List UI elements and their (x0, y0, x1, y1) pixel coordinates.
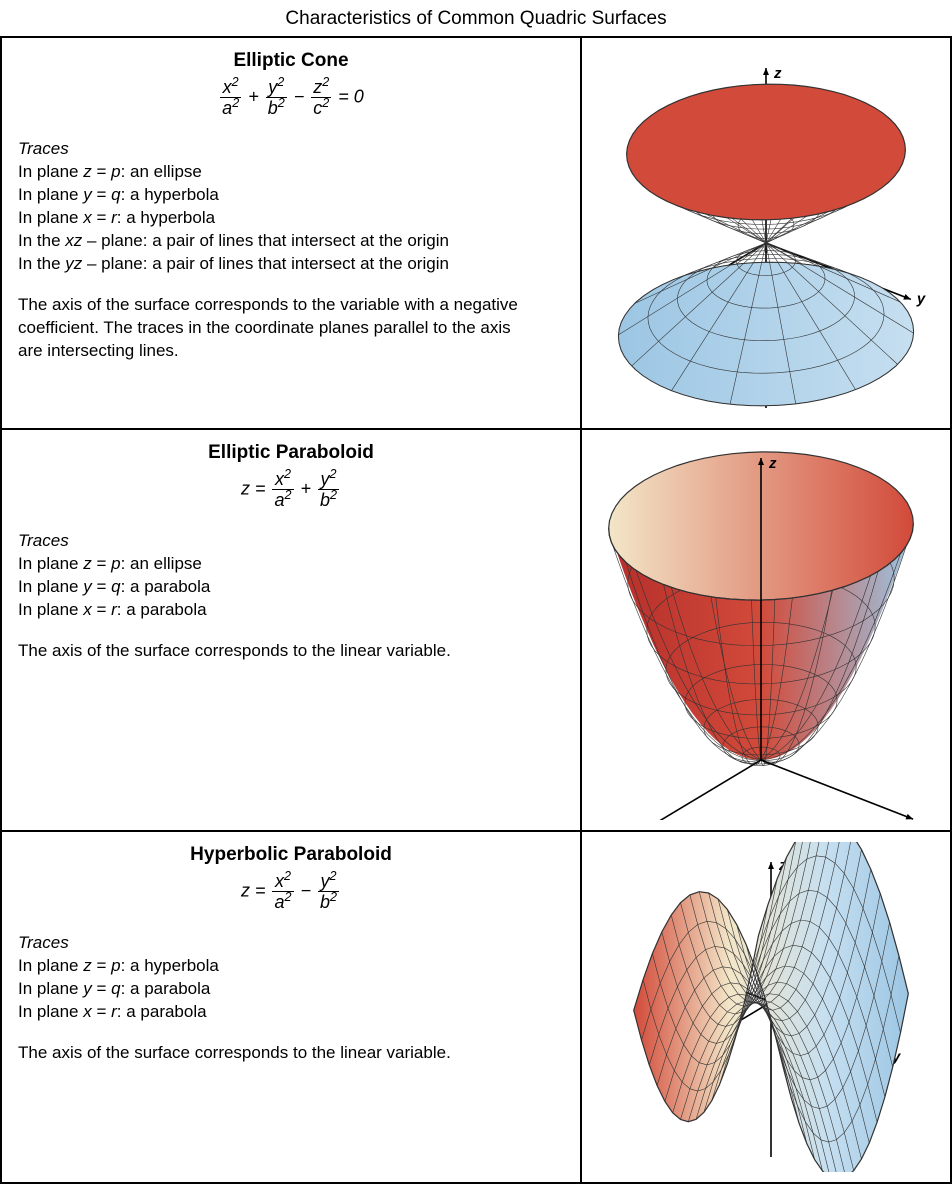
trace-item: In the yz – plane: a pair of lines that … (18, 253, 564, 276)
surface-description-cell: Hyperbolic Paraboloid z = x2a2 − y2b2 Tr… (1, 831, 581, 1183)
surface-graphic: z x y (596, 440, 936, 820)
trace-item: In plane z = p: an ellipse (18, 553, 564, 576)
traces-heading: Traces (18, 139, 564, 159)
trace-item: In plane y = q: a hyperbola (18, 184, 564, 207)
traces-list: In plane z = p: a hyperbolaIn plane y = … (18, 955, 564, 1024)
surface-equation: x2a2 + y2b2 − z2c2 = 0 (18, 78, 564, 117)
surface-row: Elliptic Paraboloid z = x2a2 + y2b2 Trac… (1, 429, 951, 831)
traces-list: In plane z = p: an ellipseIn plane y = q… (18, 161, 564, 276)
surface-graphic-cell: z x y (581, 429, 951, 831)
trace-item: In the xz – plane: a pair of lines that … (18, 230, 564, 253)
traces-heading: Traces (18, 531, 564, 551)
page-title: Characteristics of Common Quadric Surfac… (0, 0, 952, 36)
surface-name: Elliptic Paraboloid (18, 442, 564, 464)
surface-row: Elliptic Cone x2a2 + y2b2 − z2c2 = 0 Tra… (1, 37, 951, 429)
traces-list: In plane z = p: an ellipseIn plane y = q… (18, 553, 564, 622)
surface-note: The axis of the surface corresponds to t… (18, 294, 538, 363)
surface-graphic-cell: z x y (581, 831, 951, 1183)
trace-item: In plane x = r: a parabola (18, 599, 564, 622)
surface-graphic-cell: z x y (581, 37, 951, 429)
surface-name: Hyperbolic Paraboloid (18, 844, 564, 866)
trace-item: In plane y = q: a parabola (18, 978, 564, 1001)
trace-item: In plane z = p: a hyperbola (18, 955, 564, 978)
surfaces-table: Elliptic Cone x2a2 + y2b2 − z2c2 = 0 Tra… (0, 36, 952, 1184)
trace-item: In plane z = p: an ellipse (18, 161, 564, 184)
surface-note: The axis of the surface corresponds to t… (18, 640, 538, 663)
surface-graphic: z x y (596, 48, 936, 418)
traces-heading: Traces (18, 933, 564, 953)
svg-text:y: y (916, 290, 926, 307)
surface-row: Hyperbolic Paraboloid z = x2a2 − y2b2 Tr… (1, 831, 951, 1183)
surface-note: The axis of the surface corresponds to t… (18, 1042, 538, 1065)
surface-description-cell: Elliptic Paraboloid z = x2a2 + y2b2 Trac… (1, 429, 581, 831)
trace-item: In plane y = q: a parabola (18, 576, 564, 599)
surface-name: Elliptic Cone (18, 50, 564, 72)
svg-text:z: z (773, 65, 782, 82)
trace-item: In plane x = r: a parabola (18, 1001, 564, 1024)
svg-text:z: z (768, 455, 777, 472)
trace-item: In plane x = r: a hyperbola (18, 207, 564, 230)
surface-description-cell: Elliptic Cone x2a2 + y2b2 − z2c2 = 0 Tra… (1, 37, 581, 429)
surface-graphic: z x y (596, 842, 936, 1172)
surface-equation: z = x2a2 + y2b2 (18, 470, 564, 509)
surface-equation: z = x2a2 − y2b2 (18, 872, 564, 911)
